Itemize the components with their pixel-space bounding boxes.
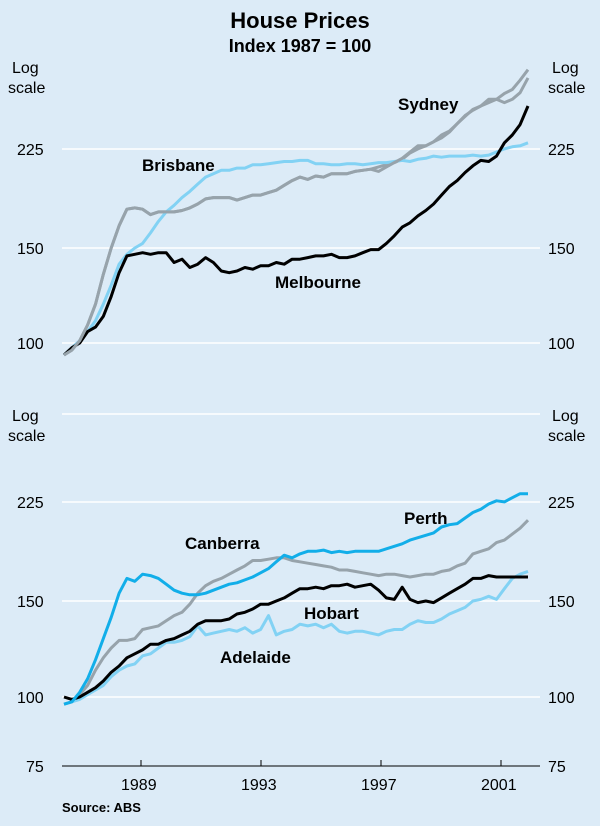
bottom-right-ytick-150: 150 <box>548 594 575 611</box>
bottom-left-ytick-100: 100 <box>17 690 44 707</box>
series-label-sydney: Sydney <box>398 95 459 114</box>
top-right-ytick-100: 100 <box>548 336 575 353</box>
xtick-2001: 2001 <box>481 777 517 794</box>
xtick-1997: 1997 <box>361 777 397 794</box>
bottom-right-unit-log: Log <box>552 408 579 425</box>
bottom-right-ytick-100: 100 <box>548 690 575 707</box>
series-label-adelaide: Adelaide <box>220 648 291 667</box>
bottom-right-unit-scale: scale <box>548 428 585 445</box>
series-label-melbourne: Melbourne <box>275 273 361 292</box>
bottom-right-ytick-225: 225 <box>548 495 575 512</box>
bottom-panel <box>62 501 540 767</box>
series-label-brisbane: Brisbane <box>142 156 215 175</box>
top-series-lines <box>62 68 530 357</box>
top-right-unit-log: Log <box>552 60 579 77</box>
top-left-ytick-100: 100 <box>17 336 44 353</box>
top-right-ytick-150: 150 <box>548 241 575 258</box>
xtick-1989: 1989 <box>121 777 157 794</box>
series-label-canberra: Canberra <box>185 534 260 553</box>
chart-title: House Prices <box>230 8 370 33</box>
bottom-left-ytick-225: 225 <box>17 495 44 512</box>
xtick-1993: 1993 <box>241 777 277 794</box>
top-left-ytick-150: 150 <box>17 241 44 258</box>
series-line-adelaide <box>63 569 529 706</box>
series-label-perth: Perth <box>404 509 447 528</box>
bottom-series-lines <box>63 492 530 706</box>
bottom-right-ytick-75: 75 <box>548 759 566 776</box>
bottom-left-ytick-150: 150 <box>17 594 44 611</box>
bottom-left-unit-log: Log <box>12 408 39 425</box>
top-left-ytick-225: 225 <box>17 142 44 159</box>
series-label-hobart: Hobart <box>304 604 359 623</box>
series-line-sydney-grey <box>63 68 530 357</box>
series-line-perth <box>63 492 528 706</box>
series-line-canberra <box>63 519 530 706</box>
top-right-ytick-225: 225 <box>548 142 575 159</box>
chart-subtitle: Index 1987 = 100 <box>228 36 372 56</box>
top-panel-bg <box>62 56 540 414</box>
top-left-unit-log: Log <box>12 60 39 77</box>
series-line-melbourne <box>62 105 530 357</box>
source-note: Source: ABS <box>62 800 141 815</box>
x-tick-marks <box>140 760 502 766</box>
top-panel <box>62 56 540 415</box>
bottom-left-ytick-75: 75 <box>26 759 44 776</box>
bottom-left-unit-scale: scale <box>8 428 45 445</box>
series-line-brisbane <box>62 141 529 357</box>
top-left-unit-scale: scale <box>8 80 45 97</box>
series-line-hobart <box>63 574 528 701</box>
top-right-unit-scale: scale <box>548 80 585 97</box>
